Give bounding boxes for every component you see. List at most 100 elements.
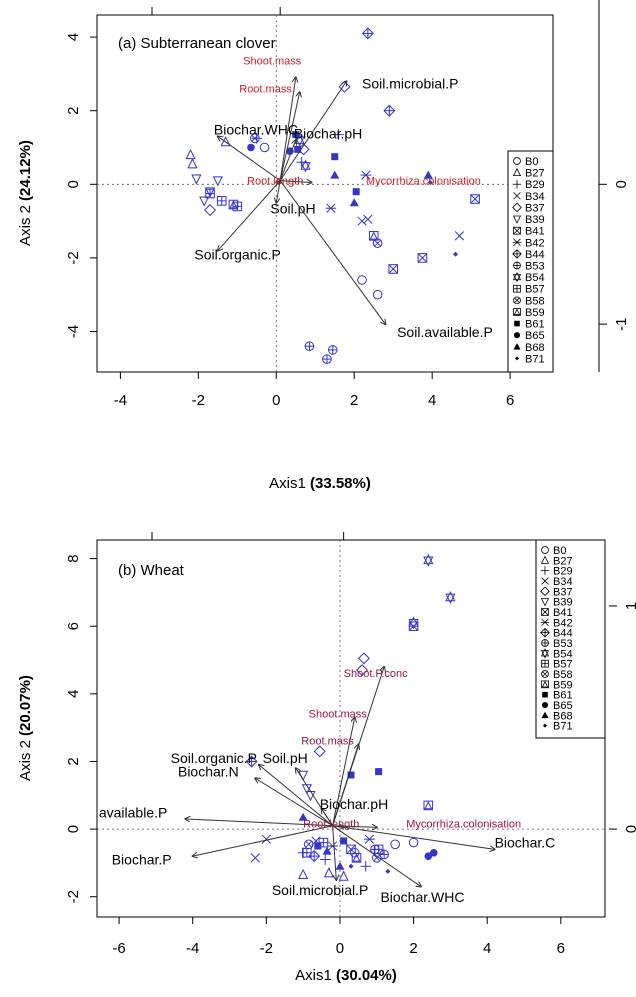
legend-label: B61 bbox=[553, 690, 573, 702]
point-b37 bbox=[338, 80, 351, 93]
legend-symbol bbox=[512, 202, 522, 213]
right-tick-label: 1 bbox=[623, 602, 636, 610]
vector-label: Root.length bbox=[247, 175, 303, 187]
x-tick-label: -2 bbox=[260, 940, 273, 957]
vector-label: Biochar.pH bbox=[320, 796, 388, 812]
legend-symbol bbox=[512, 249, 522, 259]
legend-symbol bbox=[541, 670, 549, 678]
legend-label: B27 bbox=[525, 168, 545, 180]
point-b27 bbox=[187, 158, 198, 169]
legend-symbol bbox=[512, 271, 522, 283]
point-b41 bbox=[388, 264, 399, 274]
panel-title: (a) Subterranean clover bbox=[118, 35, 276, 52]
point-b29 bbox=[333, 129, 344, 140]
point-b68 bbox=[423, 170, 433, 179]
legend-label: B34 bbox=[553, 576, 573, 588]
point-b27 bbox=[540, 555, 550, 564]
legend-label: B58 bbox=[525, 295, 545, 307]
point-b65 bbox=[541, 701, 549, 709]
legend-label: B65 bbox=[553, 700, 573, 712]
x-tick-label: -4 bbox=[186, 940, 199, 957]
vector-label: Biochar.C bbox=[495, 835, 556, 851]
point-b57 bbox=[205, 188, 215, 199]
vector-label: Biochar.N bbox=[178, 764, 239, 780]
x-tick-label: 2 bbox=[409, 940, 417, 957]
vector-arrow bbox=[332, 825, 495, 850]
point-b71 bbox=[348, 863, 354, 869]
point-b59 bbox=[541, 680, 549, 689]
vector-label: Soil.microbial.P bbox=[272, 882, 368, 898]
point-b53 bbox=[541, 639, 549, 647]
vector-label: Biochar.WHC bbox=[214, 122, 298, 138]
legend: B0B27B29B34B37B39B41B42B44B53B54B57B58B5… bbox=[535, 539, 606, 739]
point-b0 bbox=[513, 157, 521, 165]
legend-symbol bbox=[512, 179, 522, 189]
point-b54 bbox=[445, 591, 456, 604]
point-b53 bbox=[327, 345, 338, 355]
point-b41 bbox=[346, 844, 356, 855]
point-b68 bbox=[298, 812, 308, 821]
point-b29 bbox=[512, 179, 522, 189]
legend-symbol bbox=[541, 608, 549, 616]
y-tick-label: -2 bbox=[65, 251, 82, 264]
legend-label: B29 bbox=[553, 566, 573, 578]
legend-label: B68 bbox=[525, 342, 545, 354]
legend-symbol bbox=[540, 586, 550, 597]
vector-label: Root.mass bbox=[301, 736, 354, 748]
vector-label: Mycorrhiza.colonisation bbox=[366, 175, 481, 187]
point-b61 bbox=[352, 188, 360, 196]
x-tick-label: -2 bbox=[192, 392, 205, 409]
y-tick-label: 4 bbox=[65, 690, 82, 698]
y-tick-label: 6 bbox=[65, 622, 82, 630]
vector-arrow bbox=[322, 809, 334, 826]
legend-label: B59 bbox=[553, 679, 573, 691]
point-b59 bbox=[513, 308, 521, 316]
legend-symbol bbox=[513, 261, 521, 270]
point-b41 bbox=[541, 608, 549, 616]
vector-arrow bbox=[332, 826, 377, 828]
vector-arrow bbox=[332, 825, 421, 887]
vector-arrow bbox=[193, 825, 333, 856]
x-tick-label: 6 bbox=[506, 392, 514, 409]
vector-arrow bbox=[280, 181, 311, 183]
vector-label: Shoot.P.conc bbox=[344, 668, 409, 680]
right-tick-label: 0 bbox=[623, 825, 636, 833]
legend-symbol bbox=[513, 284, 521, 293]
vector-label: available.P bbox=[99, 804, 168, 820]
point-b27 bbox=[323, 867, 335, 878]
x-tick-label: -6 bbox=[112, 940, 125, 957]
point-b44 bbox=[512, 249, 522, 259]
vector-arrow bbox=[332, 825, 337, 880]
legend-label: B0 bbox=[525, 156, 538, 168]
vector-arrow bbox=[279, 78, 296, 181]
point-b68 bbox=[349, 198, 359, 207]
point-b39 bbox=[512, 215, 522, 224]
point-b54 bbox=[512, 271, 522, 283]
x-tick-label: 0 bbox=[272, 392, 280, 409]
point-b34 bbox=[250, 853, 260, 863]
point-b59 bbox=[351, 853, 362, 863]
point-b61 bbox=[340, 837, 348, 845]
x-tick-label: 6 bbox=[557, 940, 565, 957]
point-b39 bbox=[199, 196, 210, 207]
x-tick-label: -4 bbox=[114, 392, 127, 409]
legend-symbol bbox=[541, 546, 549, 554]
legend-symbol bbox=[512, 238, 522, 247]
legend-symbol bbox=[541, 711, 549, 719]
y-tick-label: -2 bbox=[65, 890, 82, 903]
legend-label: B0 bbox=[553, 545, 566, 557]
x-axis-label: Axis1 (30.04%) bbox=[295, 967, 397, 984]
right-tick-label: 0 bbox=[613, 180, 630, 188]
point-b42 bbox=[512, 238, 522, 247]
point-b41 bbox=[470, 194, 480, 204]
legend-symbol bbox=[514, 320, 520, 327]
vector-label: Shoot.mass bbox=[243, 56, 302, 68]
point-b54 bbox=[294, 133, 305, 147]
legend-label: B37 bbox=[525, 202, 545, 214]
point-b58 bbox=[303, 839, 314, 850]
plot-frame bbox=[96, 14, 554, 373]
legend-label: B58 bbox=[553, 669, 573, 681]
point-b61 bbox=[514, 320, 520, 327]
legend-label: B44 bbox=[525, 249, 545, 261]
point-b42 bbox=[325, 203, 337, 213]
